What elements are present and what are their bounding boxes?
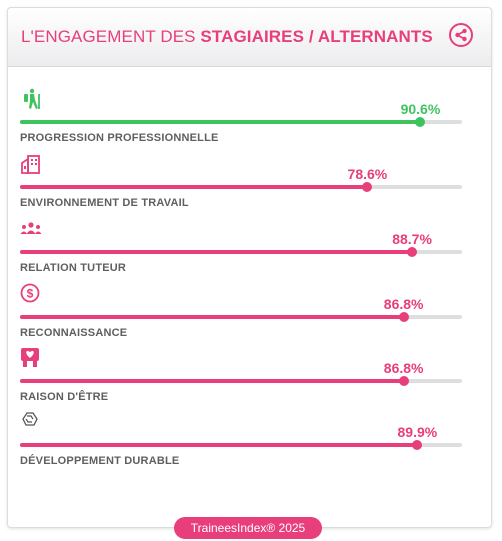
metric-label: RAISON D'ÊTRE (20, 391, 109, 403)
progress-fill (20, 379, 404, 383)
progress-track (20, 182, 462, 192)
metric-value: 88.7% (392, 231, 432, 247)
metric-label: DÉVELOPPEMENT DURABLE (20, 455, 180, 467)
metric-reconnaissance: $ 86.8% RECONNAISSANCE (20, 283, 462, 343)
progress-fill (20, 185, 368, 189)
progress-handle (362, 182, 373, 192)
metric-value: 86.8% (383, 296, 424, 312)
metric-label: RECONNAISSANCE (20, 327, 128, 339)
share-icon (455, 28, 467, 42)
progress-track (20, 440, 462, 450)
progress-handle (412, 440, 423, 450)
traineesindex-badge[interactable]: TraineesIndex® 2025 (174, 517, 322, 539)
metric-value: 90.6% (400, 101, 441, 117)
metric-label: PROGRESSION PROFESSIONNELLE (20, 132, 219, 144)
metric-tuteur: 88.7% RELATION TUTEUR (20, 218, 462, 278)
share-button[interactable] (449, 23, 473, 47)
card-title: L'ENGAGEMENT DES STAGIAIRES / ALTERNANTS (21, 27, 433, 47)
progress-fill (20, 315, 404, 319)
progress-track (20, 312, 462, 322)
hiker-icon (24, 88, 40, 109)
heart-hands-icon (21, 348, 39, 367)
progress-track (20, 117, 462, 127)
metric-label: RELATION TUTEUR (20, 262, 127, 274)
progress-handle (415, 117, 426, 127)
metric-raison-etre: 86.8% RAISON D'ÊTRE (20, 347, 462, 407)
metric-developpement-durable: 89.9% DÉVELOPPEMENT DURABLE (20, 411, 462, 471)
progress-fill (20, 120, 421, 124)
recycle-icon (22, 412, 38, 426)
progress-handle (407, 247, 418, 257)
people-icon (20, 222, 42, 234)
progress-track (20, 376, 462, 386)
card-header: L'ENGAGEMENT DES STAGIAIRES / ALTERNANTS (8, 8, 491, 67)
progress-fill (20, 443, 418, 447)
building-icon (21, 155, 40, 174)
dollar-circle-icon: $ (20, 283, 40, 303)
progress-handle (398, 312, 409, 322)
metric-progression: 90.6% PROGRESSION PROFESSIONNELLE (20, 88, 462, 148)
metric-environnement: 78.6% ENVIRONNEMENT DE TRAVAIL (20, 153, 462, 213)
progress-fill (20, 250, 413, 254)
metric-label: ENVIRONNEMENT DE TRAVAIL (20, 197, 189, 209)
engagement-card: L'ENGAGEMENT DES STAGIAIRES / ALTERNANTS (7, 7, 492, 528)
metric-value: 86.8% (383, 360, 424, 376)
progress-track (20, 247, 462, 257)
metric-value: 89.9% (397, 424, 438, 440)
metric-value: 78.6% (347, 166, 388, 182)
progress-handle (398, 376, 409, 386)
svg-text:$: $ (27, 287, 34, 301)
title-bold: STAGIAIRES / ALTERNANTS (200, 27, 433, 46)
title-prefix: L'ENGAGEMENT DES (21, 27, 201, 46)
